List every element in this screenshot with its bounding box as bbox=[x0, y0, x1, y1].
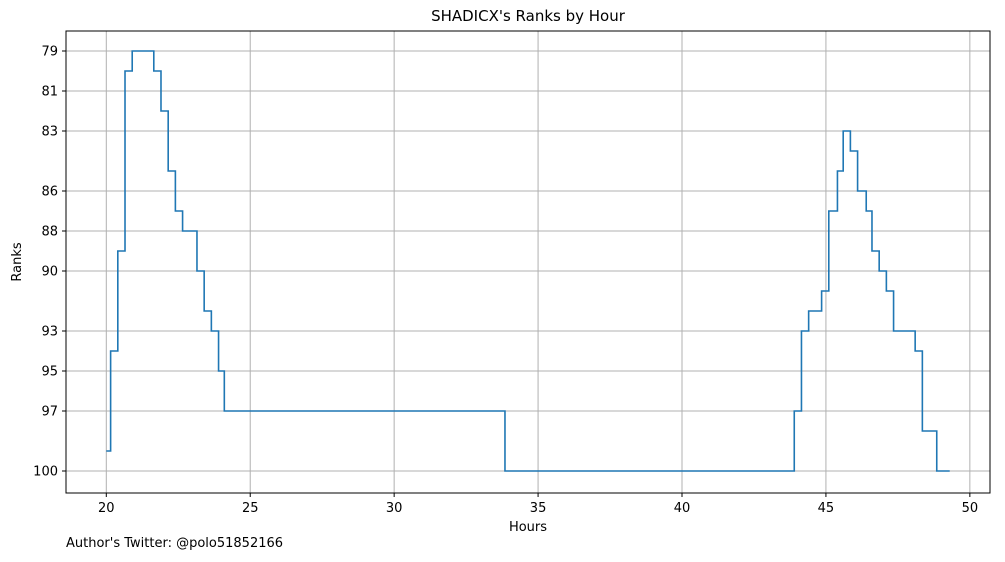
x-tick-label: 20 bbox=[98, 501, 115, 516]
y-tick-label: 86 bbox=[41, 185, 58, 200]
x-axis-ticks: 20 25 30 35 40 45 50 bbox=[98, 493, 978, 516]
x-tick-label: 45 bbox=[818, 501, 835, 516]
y-tick-label: 81 bbox=[41, 85, 58, 100]
y-tick-label: 100 bbox=[33, 465, 58, 480]
y-tick-label: 88 bbox=[41, 225, 58, 240]
y-tick-label: 97 bbox=[41, 405, 58, 420]
chart-title: SHADICX's Ranks by Hour bbox=[431, 7, 626, 25]
x-tick-label: 50 bbox=[962, 501, 979, 516]
y-tick-label: 95 bbox=[41, 365, 58, 380]
plot-frame bbox=[65, 30, 991, 494]
x-tick-label: 35 bbox=[530, 501, 547, 516]
y-axis-label: Ranks bbox=[10, 242, 25, 281]
x-tick-label: 30 bbox=[386, 501, 403, 516]
y-tick-label: 90 bbox=[41, 265, 58, 280]
y-tick-label: 83 bbox=[41, 125, 58, 140]
grid bbox=[66, 31, 990, 493]
y-tick-label: 79 bbox=[41, 45, 58, 60]
x-tick-label: 40 bbox=[674, 501, 691, 516]
x-axis-label: Hours bbox=[509, 520, 547, 535]
x-tick-label: 25 bbox=[242, 501, 259, 516]
y-axis-ticks: 79 81 83 86 88 90 93 95 97 100 bbox=[33, 45, 66, 480]
series-layer bbox=[106, 50, 950, 472]
rank-step-line bbox=[106, 50, 950, 472]
author-twitter-credit: Author's Twitter: @polo51852166 bbox=[66, 536, 284, 551]
y-tick-label: 93 bbox=[41, 325, 58, 340]
